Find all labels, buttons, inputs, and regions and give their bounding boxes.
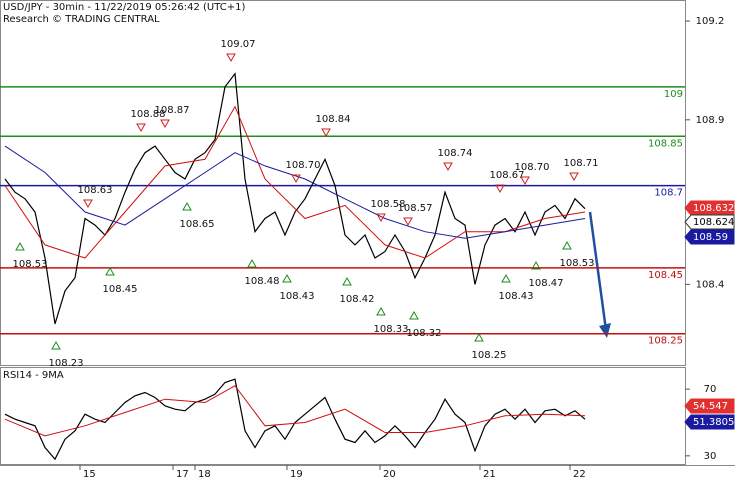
resistance-marker <box>569 172 579 182</box>
level-annotation: 108.57 <box>398 203 433 214</box>
level-annotation: 108.70 <box>515 162 550 173</box>
level-annotation: 108.25 <box>472 350 507 361</box>
level-annotation: 108.70 <box>286 160 321 171</box>
chart-subtitle: Research © TRADING CENTRAL <box>3 14 160 25</box>
x-tick-label: 22 <box>573 469 586 480</box>
price-tag-label: 108.624 <box>693 217 734 228</box>
price-pane <box>0 0 686 366</box>
level-annotation: 108.88 <box>131 109 166 120</box>
support-marker <box>376 306 386 316</box>
support-marker <box>51 340 61 350</box>
level-annotation: 108.47 <box>529 278 564 289</box>
level-annotation: 108.42 <box>340 294 375 305</box>
level-annotation: 108.67 <box>490 170 525 181</box>
level-label: 108.45 <box>648 270 683 281</box>
price-tag-label: 108.632 <box>693 203 734 214</box>
price-tag <box>684 398 735 414</box>
price-tag <box>684 229 735 245</box>
price-tag <box>684 214 735 230</box>
level-label: 108.25 <box>648 336 683 347</box>
x-tick-label: 18 <box>198 469 211 480</box>
series-line <box>4 105 586 259</box>
price-tag-label: 54.547 <box>693 401 728 412</box>
support-marker <box>501 273 511 283</box>
level-annotation: 108.48 <box>245 276 280 287</box>
resistance-marker <box>403 217 413 227</box>
level-annotation: 108.33 <box>374 324 409 335</box>
price-tag <box>684 200 735 216</box>
support-marker <box>474 332 484 342</box>
resistance-marker <box>443 162 453 172</box>
resistance-marker <box>376 213 386 223</box>
support-marker <box>562 240 572 250</box>
x-tick-label: 21 <box>483 469 496 480</box>
y-tick-label: 108.9 <box>696 115 725 126</box>
y-tick-label: 70 <box>704 384 717 395</box>
y-tick-label: 109.2 <box>696 16 725 27</box>
series-line <box>4 72 586 325</box>
level-annotation: 108.65 <box>180 219 215 230</box>
support-marker <box>182 201 192 211</box>
level-annotation: 108.45 <box>103 284 138 295</box>
support-marker <box>282 273 292 283</box>
x-tick-label: 17 <box>176 469 189 480</box>
level-annotation: 108.43 <box>499 291 534 302</box>
support-marker <box>105 266 115 276</box>
price-tag <box>684 414 735 430</box>
level-annotation: 108.43 <box>280 291 315 302</box>
level-annotation: 108.71 <box>564 158 599 169</box>
series-line <box>4 385 586 437</box>
forecast-arrow <box>588 211 608 331</box>
level-annotation: 108.53 <box>560 258 595 269</box>
resistance-marker <box>321 128 331 138</box>
rsi-title: RSI14 - 9MA <box>3 370 64 381</box>
level-annotation: 108.23 <box>49 358 84 369</box>
level-annotation: 108.87 <box>155 105 190 116</box>
resistance-marker <box>83 199 93 209</box>
resistance-marker <box>495 184 505 194</box>
series-line <box>4 378 586 461</box>
resistance-marker <box>136 123 146 133</box>
x-tick-label: 19 <box>290 469 303 480</box>
x-tick-label: 15 <box>83 469 96 480</box>
resistance-marker <box>291 174 301 184</box>
level-label: 108.7 <box>654 188 683 199</box>
price-tag-label: 108.59 <box>693 232 728 243</box>
level-annotation: 109.07 <box>221 39 256 50</box>
chart-title: USD/JPY - 30min - 11/22/2019 05:26:42 (U… <box>3 2 245 13</box>
level-label: 109 <box>664 89 683 100</box>
level-annotation: 108.53 <box>13 259 48 270</box>
resistance-marker <box>226 53 236 63</box>
rsi-pane <box>0 367 686 465</box>
support-marker <box>247 258 257 268</box>
resistance-marker <box>520 176 530 186</box>
series-line <box>4 145 586 239</box>
support-marker <box>409 310 419 320</box>
level-annotation: 108.74 <box>438 148 473 159</box>
y-tick-label: 108.4 <box>696 279 725 290</box>
level-annotation: 108.84 <box>316 114 351 125</box>
y-tick-label: 30 <box>704 451 717 462</box>
support-marker <box>342 276 352 286</box>
x-tick-label: 20 <box>383 469 396 480</box>
level-annotation: 108.32 <box>407 328 442 339</box>
support-marker <box>531 260 541 270</box>
level-annotation: 108.63 <box>78 185 113 196</box>
level-annotation: 108.58 <box>371 199 406 210</box>
price-tag-label: 51.3805 <box>693 417 734 428</box>
level-label: 108.85 <box>648 138 683 149</box>
resistance-marker <box>160 119 170 129</box>
support-marker <box>15 241 25 251</box>
